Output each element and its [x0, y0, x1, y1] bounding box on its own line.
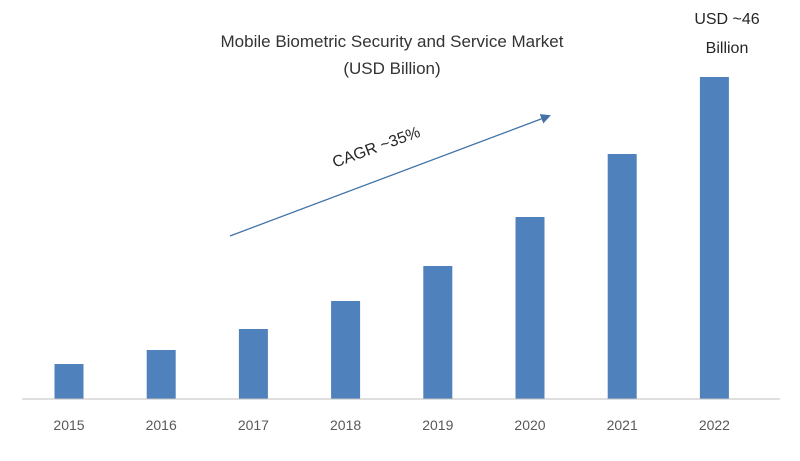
x-tick-label-2015: 2015: [53, 417, 84, 433]
x-tick-label-2021: 2021: [607, 417, 638, 433]
x-tick-label-2022: 2022: [699, 417, 730, 433]
x-tick-label-2020: 2020: [514, 417, 545, 433]
x-tick-label-2016: 2016: [146, 417, 177, 433]
cagr-trend-arrow: [229, 114, 551, 237]
bar-2020: [515, 217, 545, 399]
bar-2015: [54, 364, 84, 399]
x-tick-label-2018: 2018: [330, 417, 361, 433]
bar-2018: [331, 301, 361, 399]
cagr-label: CAGR ~35%: [330, 124, 422, 171]
bars-group: [54, 77, 729, 399]
x-tick-labels: 2015 2016 2017 2018 2019 2020 2021 2022: [53, 417, 730, 433]
bar-2016: [146, 350, 176, 399]
x-tick-label-2017: 2017: [238, 417, 269, 433]
end-value-label-line-2: Billion: [706, 40, 749, 57]
bar-2021: [607, 154, 637, 399]
bar-2022: [699, 77, 729, 399]
end-value-label-line-1: USD ~46: [694, 11, 759, 28]
chart-title-line-2: (USD Billion): [343, 59, 440, 78]
chart-title-line-1: Mobile Biometric Security and Service Ma…: [221, 32, 564, 51]
bar-2019: [423, 266, 453, 399]
x-tick-label-2019: 2019: [422, 417, 453, 433]
bar-2017: [238, 329, 268, 399]
